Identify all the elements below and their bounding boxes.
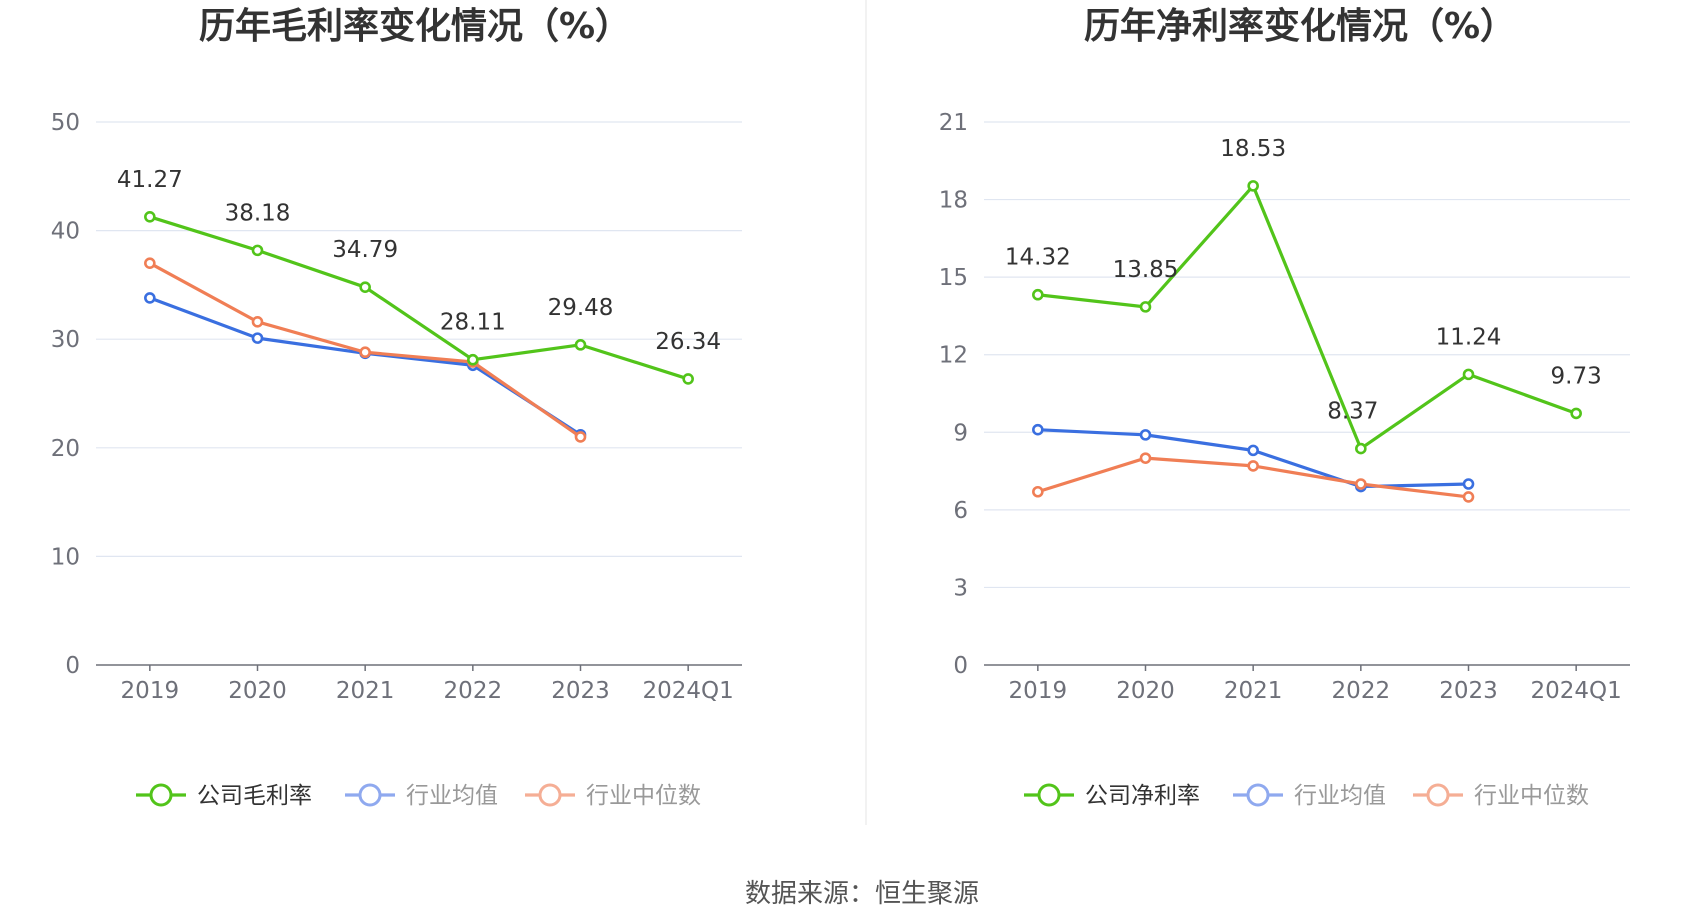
net-margin-chart: 历年净利率变化情况（%） 0 3 6 9 12 15 18 21 2019 2020 2021 2022… bbox=[939, 5, 1630, 809]
legend-marker-icon bbox=[1426, 783, 1450, 807]
series-line bbox=[149, 296, 582, 437]
y-tick-label: 3 bbox=[953, 575, 968, 601]
y-tick-label: 6 bbox=[953, 498, 968, 524]
data-point[interactable] bbox=[574, 339, 587, 351]
chart-title: 历年毛利率变化情况（%） bbox=[199, 5, 631, 47]
legend-label: 行业均值 bbox=[1294, 783, 1386, 809]
y-tick-label: 0 bbox=[65, 653, 80, 679]
data-point[interactable] bbox=[574, 431, 587, 443]
x-tick-label: 2019 bbox=[121, 678, 180, 704]
data-point[interactable] bbox=[1247, 444, 1259, 457]
legend-label: 行业均值 bbox=[406, 783, 498, 809]
data-point[interactable] bbox=[1462, 368, 1475, 381]
legend-item[interactable]: 行业均值 bbox=[1233, 783, 1386, 809]
data-point[interactable] bbox=[467, 353, 479, 366]
data-point[interactable] bbox=[1462, 491, 1475, 503]
data-point[interactable] bbox=[1139, 301, 1152, 313]
data-label: 9.73 bbox=[1551, 363, 1602, 389]
y-tick-label: 0 bbox=[953, 653, 968, 679]
data-label: 8.37 bbox=[1327, 399, 1378, 425]
data-point[interactable] bbox=[1139, 429, 1152, 441]
y-tick-label: 9 bbox=[953, 420, 968, 446]
data-label: 34.79 bbox=[332, 237, 398, 263]
x-tick-label: 2022 bbox=[1332, 678, 1391, 704]
data-source: 数据来源：恒生聚源 bbox=[745, 879, 979, 909]
data-point[interactable] bbox=[1355, 478, 1367, 490]
y-tick-label: 40 bbox=[51, 219, 80, 245]
series-line bbox=[1037, 184, 1577, 451]
y-tick-label: 18 bbox=[939, 188, 968, 214]
series-line bbox=[149, 215, 689, 381]
y-tick-label: 21 bbox=[939, 110, 968, 136]
data-point[interactable] bbox=[251, 244, 264, 257]
data-point[interactable] bbox=[1032, 288, 1044, 301]
legend-item[interactable]: 行业中位数 bbox=[525, 783, 701, 809]
data-point[interactable] bbox=[251, 332, 264, 344]
legend-marker-icon bbox=[1037, 783, 1061, 807]
data-point[interactable] bbox=[1462, 478, 1475, 490]
data-label: 13.85 bbox=[1113, 257, 1179, 283]
legend-item[interactable]: 公司毛利率 bbox=[136, 783, 312, 809]
legend-label: 公司毛利率 bbox=[197, 783, 312, 809]
data-point[interactable] bbox=[251, 316, 264, 328]
series-line bbox=[1037, 428, 1469, 489]
legend-marker-icon bbox=[1246, 783, 1270, 807]
data-point[interactable] bbox=[1247, 460, 1259, 472]
legend-label: 行业中位数 bbox=[586, 783, 701, 809]
data-point[interactable] bbox=[1032, 485, 1044, 498]
legend-marker-icon bbox=[538, 783, 562, 807]
data-point[interactable] bbox=[359, 281, 371, 293]
y-tick-label: 12 bbox=[939, 343, 968, 369]
x-tick-label: 2020 bbox=[228, 678, 287, 704]
legend-marker-icon bbox=[358, 783, 382, 807]
data-point[interactable] bbox=[682, 373, 694, 385]
x-tick-label: 2020 bbox=[1116, 678, 1175, 704]
x-tick-label: 2023 bbox=[551, 678, 610, 704]
gross-margin-chart: 历年毛利率变化情况（%） 0 10 20 30 40 50 2019 2020 2021 2022 2… bbox=[51, 5, 742, 809]
data-label: 41.27 bbox=[117, 167, 183, 193]
x-tick-label: 2022 bbox=[444, 678, 503, 704]
data-label: 26.34 bbox=[655, 329, 721, 355]
data-point[interactable] bbox=[144, 257, 156, 269]
legend-item[interactable]: 行业均值 bbox=[345, 783, 498, 809]
chart-title: 历年净利率变化情况（%） bbox=[1084, 5, 1516, 47]
y-tick-label: 15 bbox=[939, 265, 968, 291]
x-tick-label: 2019 bbox=[1009, 678, 1068, 704]
y-tick-label: 30 bbox=[51, 327, 80, 353]
x-tick-label: 2023 bbox=[1439, 678, 1498, 704]
data-point[interactable] bbox=[1570, 407, 1582, 420]
legend-label: 行业中位数 bbox=[1474, 783, 1589, 809]
y-tick-label: 10 bbox=[51, 544, 80, 570]
data-point[interactable] bbox=[1032, 423, 1044, 436]
legend-item[interactable]: 公司净利率 bbox=[1024, 783, 1200, 809]
data-label: 14.32 bbox=[1005, 245, 1071, 271]
data-point[interactable] bbox=[1247, 180, 1259, 192]
x-tick-label: 2024Q1 bbox=[1531, 678, 1622, 704]
data-point[interactable] bbox=[144, 292, 156, 304]
data-point[interactable] bbox=[1139, 452, 1152, 464]
data-label: 18.53 bbox=[1220, 136, 1286, 162]
legend-item[interactable]: 行业中位数 bbox=[1413, 783, 1589, 809]
data-label: 38.18 bbox=[225, 200, 291, 226]
y-tick-label: 50 bbox=[51, 110, 80, 136]
legend-label: 公司净利率 bbox=[1085, 783, 1200, 809]
y-tick-label: 20 bbox=[51, 436, 80, 462]
x-tick-label: 2024Q1 bbox=[643, 678, 734, 704]
data-label: 29.48 bbox=[548, 295, 614, 321]
data-label: 11.24 bbox=[1436, 324, 1502, 350]
data-point[interactable] bbox=[359, 346, 371, 359]
x-tick-label: 2021 bbox=[336, 678, 395, 704]
data-label: 28.11 bbox=[440, 310, 506, 336]
data-point[interactable] bbox=[144, 211, 156, 223]
legend-marker-icon bbox=[149, 783, 173, 807]
data-point[interactable] bbox=[1355, 442, 1367, 455]
x-tick-label: 2021 bbox=[1224, 678, 1283, 704]
